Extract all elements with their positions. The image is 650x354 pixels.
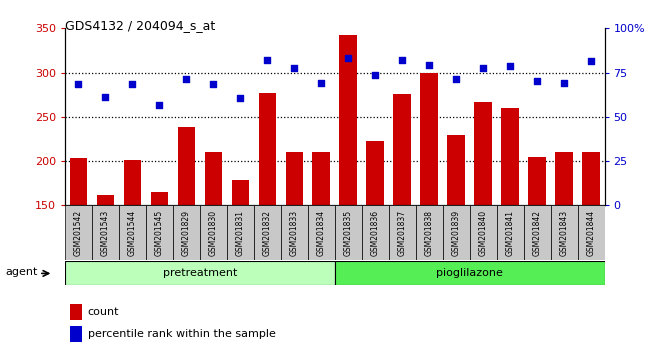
Bar bbox=[254, 205, 281, 260]
Text: GSM201543: GSM201543 bbox=[101, 210, 110, 256]
Point bbox=[424, 62, 434, 68]
Bar bbox=[173, 205, 200, 260]
Bar bbox=[582, 152, 600, 205]
Text: GSM201838: GSM201838 bbox=[424, 210, 434, 256]
Point bbox=[532, 79, 542, 84]
Text: GSM201841: GSM201841 bbox=[506, 210, 515, 256]
Text: count: count bbox=[88, 307, 119, 317]
Bar bbox=[528, 156, 546, 205]
Bar bbox=[285, 152, 303, 205]
Bar bbox=[119, 205, 146, 260]
Bar bbox=[577, 205, 605, 260]
Point bbox=[559, 80, 569, 86]
Point bbox=[397, 57, 408, 63]
Bar bbox=[259, 93, 276, 205]
Bar bbox=[339, 35, 357, 205]
Point bbox=[181, 76, 192, 81]
Text: GSM201545: GSM201545 bbox=[155, 210, 164, 256]
Text: GSM201843: GSM201843 bbox=[560, 210, 569, 256]
Bar bbox=[146, 205, 173, 260]
Text: percentile rank within the sample: percentile rank within the sample bbox=[88, 329, 276, 339]
Bar bbox=[497, 205, 524, 260]
Text: GSM201829: GSM201829 bbox=[182, 210, 191, 256]
Text: GSM201835: GSM201835 bbox=[344, 210, 353, 256]
Bar bbox=[389, 205, 416, 260]
Text: GSM201837: GSM201837 bbox=[398, 210, 407, 256]
Text: pretreatment: pretreatment bbox=[162, 268, 237, 278]
Bar bbox=[393, 94, 411, 205]
Point bbox=[316, 80, 326, 86]
Point bbox=[127, 81, 138, 87]
Bar bbox=[231, 179, 249, 205]
Text: GSM201842: GSM201842 bbox=[532, 210, 541, 256]
Bar bbox=[92, 205, 119, 260]
Bar bbox=[361, 205, 389, 260]
Bar bbox=[97, 195, 114, 205]
Point bbox=[100, 95, 110, 100]
Bar bbox=[421, 73, 438, 205]
Bar bbox=[367, 141, 384, 205]
Bar bbox=[524, 205, 551, 260]
Bar bbox=[70, 158, 87, 205]
Point bbox=[73, 81, 84, 87]
Point bbox=[154, 103, 164, 108]
Bar bbox=[470, 205, 497, 260]
Text: GSM201542: GSM201542 bbox=[74, 210, 83, 256]
Text: pioglilazone: pioglilazone bbox=[436, 268, 503, 278]
Point bbox=[451, 76, 462, 81]
Bar bbox=[335, 205, 361, 260]
Bar bbox=[281, 205, 308, 260]
Text: GSM201830: GSM201830 bbox=[209, 210, 218, 256]
Point bbox=[370, 73, 380, 78]
Text: GSM201834: GSM201834 bbox=[317, 210, 326, 256]
Bar bbox=[474, 102, 492, 205]
Text: GSM201840: GSM201840 bbox=[478, 210, 488, 256]
Bar bbox=[555, 152, 573, 205]
Point bbox=[478, 65, 488, 71]
Bar bbox=[65, 261, 335, 285]
Bar bbox=[313, 152, 330, 205]
Text: GSM201833: GSM201833 bbox=[290, 210, 299, 256]
Bar bbox=[205, 152, 222, 205]
Point bbox=[208, 81, 218, 87]
Bar bbox=[227, 205, 254, 260]
Point bbox=[505, 64, 515, 69]
Bar bbox=[177, 127, 195, 205]
Point bbox=[586, 58, 596, 64]
Point bbox=[262, 57, 272, 63]
Bar bbox=[200, 205, 227, 260]
Bar bbox=[65, 205, 92, 260]
Bar bbox=[151, 192, 168, 205]
Bar bbox=[551, 205, 577, 260]
Bar bbox=[70, 304, 83, 320]
Text: GSM201836: GSM201836 bbox=[370, 210, 380, 256]
Bar bbox=[308, 205, 335, 260]
Text: GDS4132 / 204094_s_at: GDS4132 / 204094_s_at bbox=[65, 19, 215, 33]
Point bbox=[289, 65, 300, 71]
Bar bbox=[124, 160, 141, 205]
Bar bbox=[501, 108, 519, 205]
Text: GSM201831: GSM201831 bbox=[236, 210, 245, 256]
Text: GSM201544: GSM201544 bbox=[128, 210, 137, 256]
Text: GSM201839: GSM201839 bbox=[452, 210, 461, 256]
Text: GSM201832: GSM201832 bbox=[263, 210, 272, 256]
Text: GSM201844: GSM201844 bbox=[586, 210, 595, 256]
Bar bbox=[447, 135, 465, 205]
Bar bbox=[416, 205, 443, 260]
Bar bbox=[335, 261, 604, 285]
Point bbox=[343, 56, 354, 61]
Bar bbox=[70, 326, 83, 342]
Bar bbox=[443, 205, 470, 260]
Text: agent: agent bbox=[5, 267, 38, 277]
Point bbox=[235, 95, 246, 101]
